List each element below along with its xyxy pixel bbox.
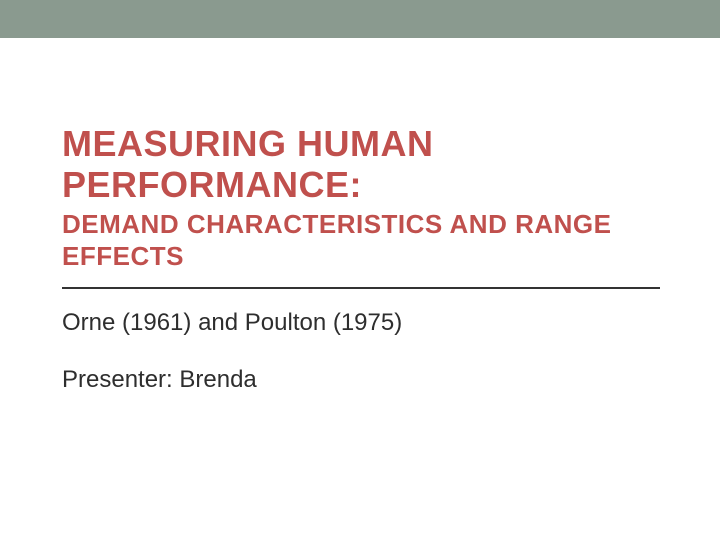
title-line-2: PERFORMANCE: [62, 164, 660, 205]
spacer [62, 338, 660, 364]
title-subtitle: DEMAND CHARACTERISTICS AND RANGE EFFECTS [62, 208, 660, 273]
title-line-1: MEASURING HUMAN [62, 123, 660, 164]
authors-text: Orne (1961) and Poulton (1975) [62, 307, 660, 338]
top-accent-bar [0, 0, 720, 38]
slide: MEASURING HUMAN PERFORMANCE: DEMAND CHAR… [0, 0, 720, 540]
presenter-text: Presenter: Brenda [62, 364, 660, 395]
slide-content: MEASURING HUMAN PERFORMANCE: DEMAND CHAR… [0, 38, 720, 395]
divider-rule [62, 287, 660, 289]
